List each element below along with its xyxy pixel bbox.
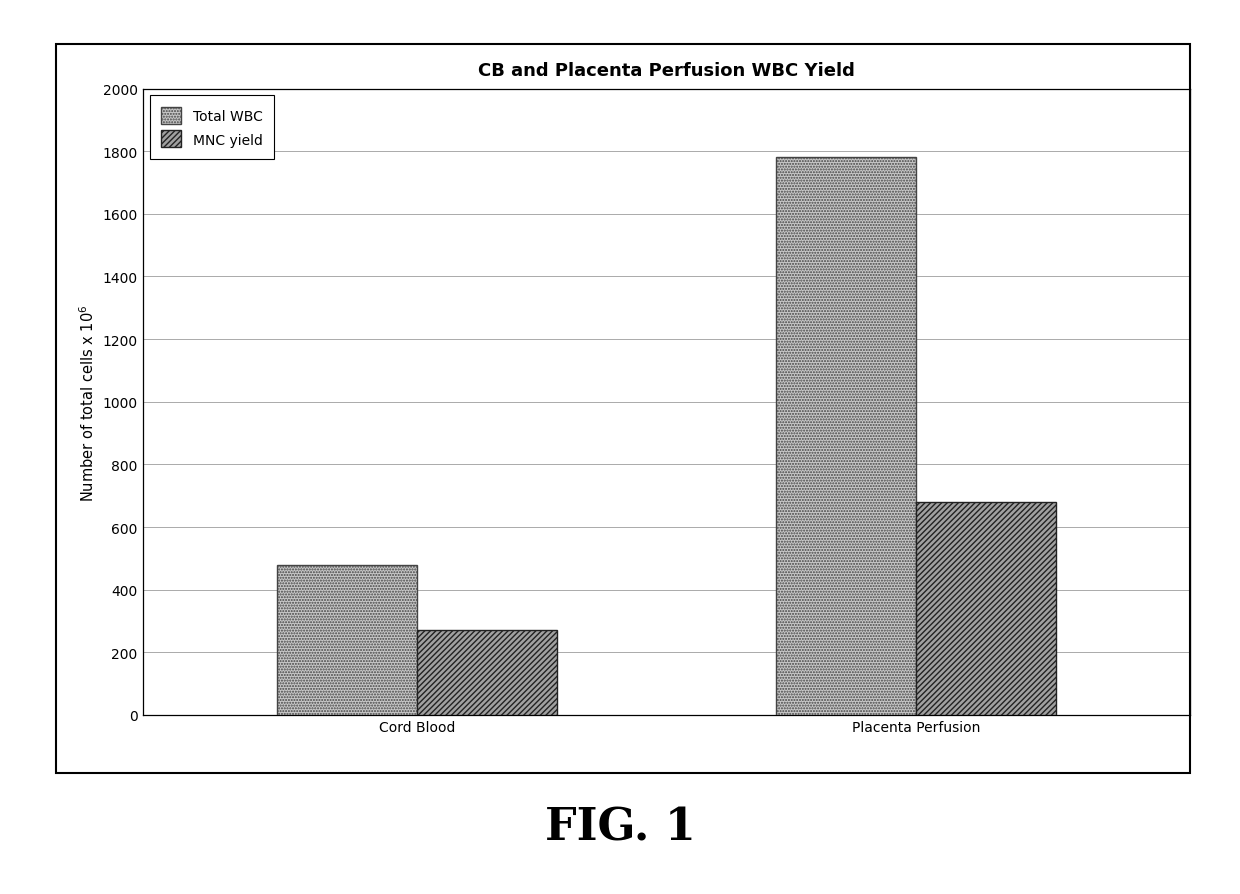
Bar (916, 502, 1055, 715)
Y-axis label: Number of total cells x 10$^6$: Number of total cells x 10$^6$ (78, 304, 97, 501)
Legend: Total WBC, MNC yield: Total WBC, MNC yield (150, 97, 274, 159)
Bar (278, 565, 417, 715)
Bar (417, 631, 557, 715)
Text: FIG. 1: FIG. 1 (544, 805, 696, 848)
Title: CB and Placenta Perfusion WBC Yield: CB and Placenta Perfusion WBC Yield (479, 62, 854, 80)
Bar (776, 158, 916, 715)
